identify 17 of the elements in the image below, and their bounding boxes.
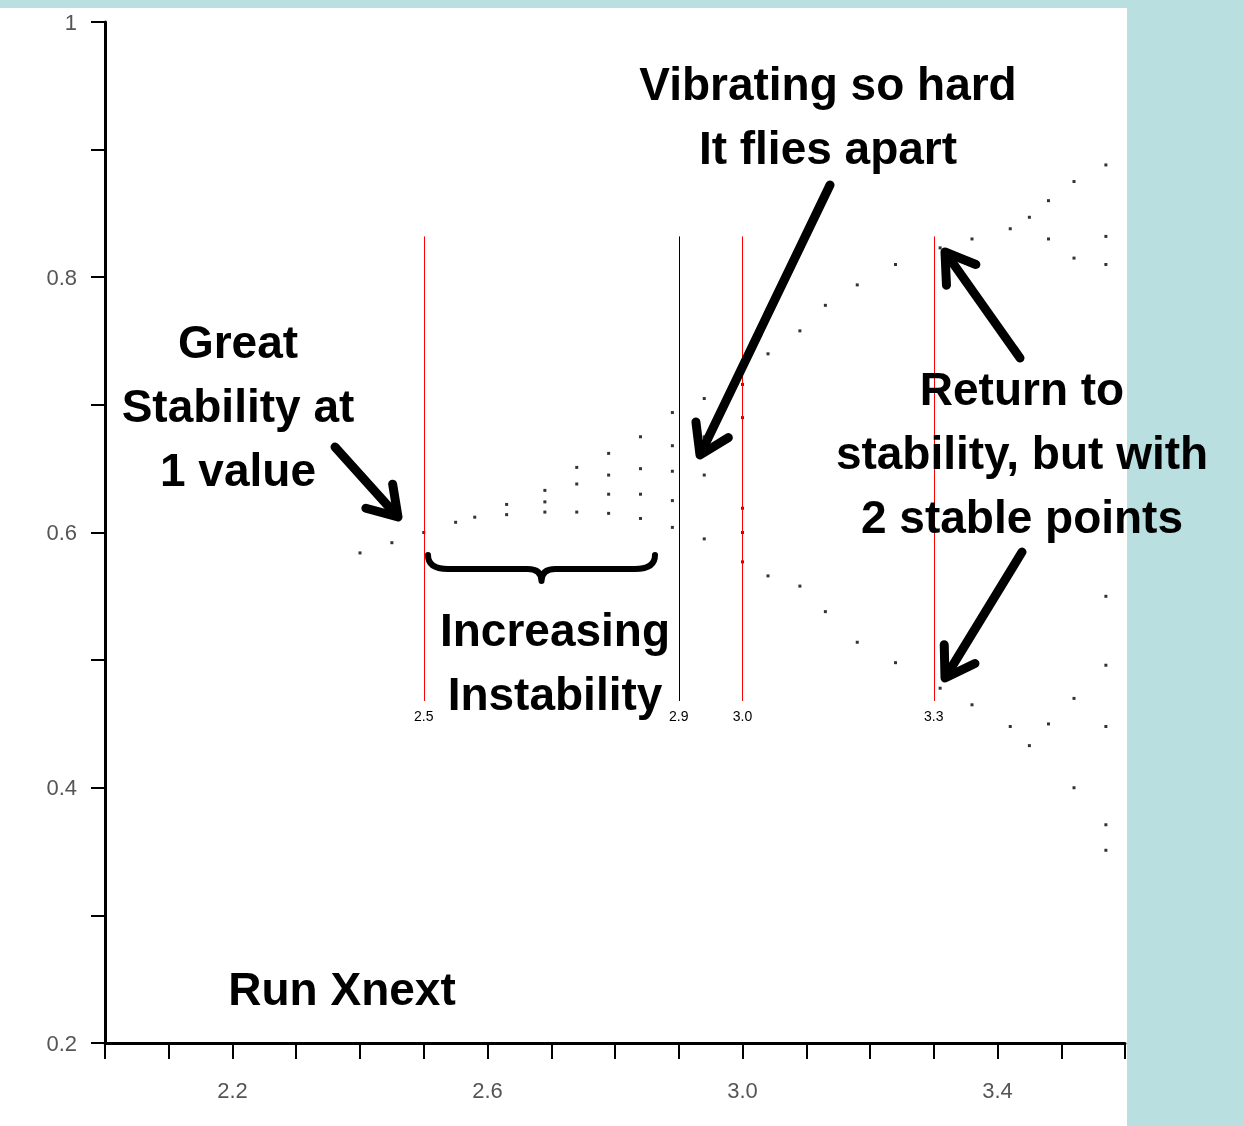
y-tick-label: 1 (64, 9, 77, 35)
y-tick-label: 0.4 (46, 775, 77, 801)
annotation: Run Xnext (228, 963, 456, 1015)
text: 2.6 (472, 1077, 503, 1103)
annotation: Great Stability at 1 value (121, 316, 355, 496)
text: 3.0 (727, 1077, 758, 1103)
y-tick-label: 0.8 (46, 264, 77, 290)
y-tick-label: 0.6 (46, 520, 77, 545)
ref-line-label: 2.9 (669, 707, 689, 724)
annotation: Vibrating so hard It flies apart (639, 58, 1017, 174)
text: 3.4 (982, 1077, 1013, 1103)
text: 2.2 (217, 1077, 248, 1103)
ref-line-label: 2.5 (414, 707, 434, 724)
y-tick-label: 0.2 (46, 1030, 77, 1056)
annotation: Increasing Instability (439, 604, 671, 720)
ref-line-label: 3.0 (732, 707, 753, 724)
ref-line-label: 3.3 (924, 707, 944, 724)
